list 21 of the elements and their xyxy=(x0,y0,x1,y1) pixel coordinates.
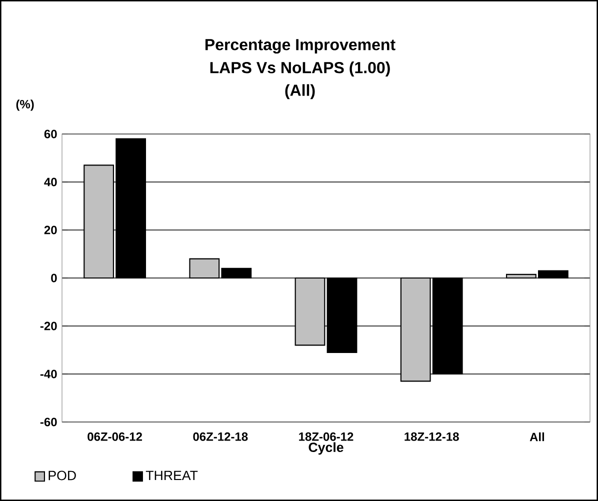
x-tick-label: 18Z-06-12 xyxy=(299,432,354,441)
y-tick-label: 0 xyxy=(51,274,57,282)
y-tick-label: -20 xyxy=(40,322,57,330)
chart-title: Percentage Improvement xyxy=(205,39,396,54)
y-axis-title: (%) xyxy=(16,100,34,111)
x-tick-label: 18Z-12-18 xyxy=(404,432,459,441)
y-tick-label: -60 xyxy=(40,418,57,426)
text: (All) xyxy=(285,84,315,100)
y-tick-label: 40 xyxy=(44,178,57,186)
legend-label: THREAT xyxy=(146,470,198,480)
chart-subtitle: LAPS Vs NoLAPS (1.00) xyxy=(210,62,390,76)
y-tick-label: 60 xyxy=(44,130,57,138)
bar xyxy=(294,277,326,346)
x-tick-label: 06Z-12-18 xyxy=(193,432,248,441)
legend-label: POD xyxy=(48,470,76,480)
x-tick-label: 06Z-06-12 xyxy=(88,432,142,441)
y-tick-label: -40 xyxy=(40,370,57,378)
y-tick-label: 20 xyxy=(44,226,57,234)
x-tick-label: All xyxy=(530,432,544,442)
bar xyxy=(326,277,358,353)
x-axis-title: Cycle xyxy=(308,442,344,455)
